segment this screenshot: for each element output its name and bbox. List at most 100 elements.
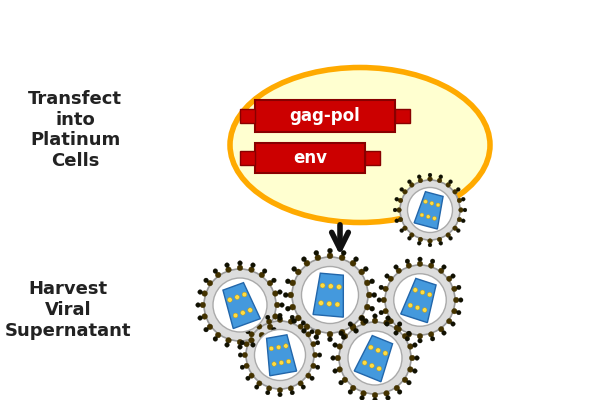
Circle shape xyxy=(266,315,270,320)
Circle shape xyxy=(457,310,461,315)
Circle shape xyxy=(417,175,421,179)
Circle shape xyxy=(348,331,402,385)
Circle shape xyxy=(415,306,419,310)
Circle shape xyxy=(254,330,306,380)
Circle shape xyxy=(333,369,337,373)
Circle shape xyxy=(238,261,242,266)
Circle shape xyxy=(363,266,368,272)
Circle shape xyxy=(277,345,281,350)
Circle shape xyxy=(290,304,296,310)
Circle shape xyxy=(420,213,424,217)
Circle shape xyxy=(249,373,254,378)
Circle shape xyxy=(284,344,288,348)
Circle shape xyxy=(198,290,202,294)
Circle shape xyxy=(225,342,230,347)
Circle shape xyxy=(430,259,435,264)
Circle shape xyxy=(396,326,401,332)
Bar xyxy=(240,151,255,165)
Circle shape xyxy=(348,390,353,394)
Circle shape xyxy=(207,280,212,286)
Circle shape xyxy=(249,267,254,272)
Circle shape xyxy=(412,343,417,347)
Circle shape xyxy=(298,324,303,329)
Circle shape xyxy=(383,308,388,314)
Circle shape xyxy=(422,308,427,312)
Circle shape xyxy=(200,302,205,308)
Circle shape xyxy=(336,284,342,290)
Circle shape xyxy=(418,237,422,242)
Circle shape xyxy=(215,332,221,338)
Circle shape xyxy=(277,388,283,393)
Circle shape xyxy=(428,239,432,243)
Circle shape xyxy=(369,345,373,350)
Circle shape xyxy=(463,208,467,212)
Circle shape xyxy=(198,316,202,320)
Circle shape xyxy=(400,228,404,232)
Circle shape xyxy=(398,198,403,203)
Polygon shape xyxy=(401,278,436,323)
Circle shape xyxy=(417,334,422,339)
Circle shape xyxy=(405,259,409,264)
Circle shape xyxy=(327,337,333,342)
Circle shape xyxy=(428,177,432,181)
Circle shape xyxy=(447,276,452,282)
Circle shape xyxy=(376,348,381,353)
Circle shape xyxy=(453,190,457,194)
Circle shape xyxy=(266,390,270,395)
Circle shape xyxy=(386,396,391,400)
Circle shape xyxy=(373,398,378,400)
Circle shape xyxy=(428,332,434,337)
Circle shape xyxy=(353,257,359,262)
Circle shape xyxy=(277,317,283,322)
Circle shape xyxy=(240,365,244,370)
Circle shape xyxy=(359,315,365,321)
Circle shape xyxy=(369,306,375,311)
Circle shape xyxy=(319,300,323,306)
Circle shape xyxy=(395,219,399,223)
Circle shape xyxy=(306,373,311,378)
Circle shape xyxy=(417,241,421,245)
Circle shape xyxy=(438,268,444,274)
Circle shape xyxy=(290,315,294,320)
Circle shape xyxy=(327,301,332,306)
Circle shape xyxy=(241,310,245,315)
Circle shape xyxy=(439,175,442,179)
Circle shape xyxy=(259,272,265,278)
Circle shape xyxy=(452,286,457,292)
Circle shape xyxy=(289,386,293,391)
Circle shape xyxy=(335,355,340,361)
Circle shape xyxy=(402,226,407,230)
Circle shape xyxy=(314,250,319,255)
Circle shape xyxy=(406,332,411,337)
Circle shape xyxy=(394,385,399,391)
Circle shape xyxy=(388,276,394,282)
Circle shape xyxy=(428,173,432,177)
Circle shape xyxy=(339,255,345,260)
Circle shape xyxy=(237,265,242,270)
Circle shape xyxy=(420,290,425,294)
Circle shape xyxy=(271,327,276,332)
Circle shape xyxy=(424,200,428,204)
Circle shape xyxy=(301,385,306,389)
Circle shape xyxy=(363,318,368,324)
Circle shape xyxy=(430,201,434,205)
Circle shape xyxy=(242,352,247,358)
Circle shape xyxy=(372,318,378,324)
Circle shape xyxy=(373,314,378,318)
Bar xyxy=(365,151,380,165)
Circle shape xyxy=(304,324,310,330)
Circle shape xyxy=(398,217,403,222)
Circle shape xyxy=(244,363,249,368)
Circle shape xyxy=(290,390,294,395)
Circle shape xyxy=(278,392,282,397)
Circle shape xyxy=(397,390,402,394)
Circle shape xyxy=(296,269,301,275)
Circle shape xyxy=(286,279,290,284)
Circle shape xyxy=(204,269,276,341)
Circle shape xyxy=(408,180,411,184)
Circle shape xyxy=(407,380,411,385)
Circle shape xyxy=(400,188,404,192)
Polygon shape xyxy=(313,273,343,317)
Circle shape xyxy=(242,292,247,297)
Circle shape xyxy=(461,197,465,201)
